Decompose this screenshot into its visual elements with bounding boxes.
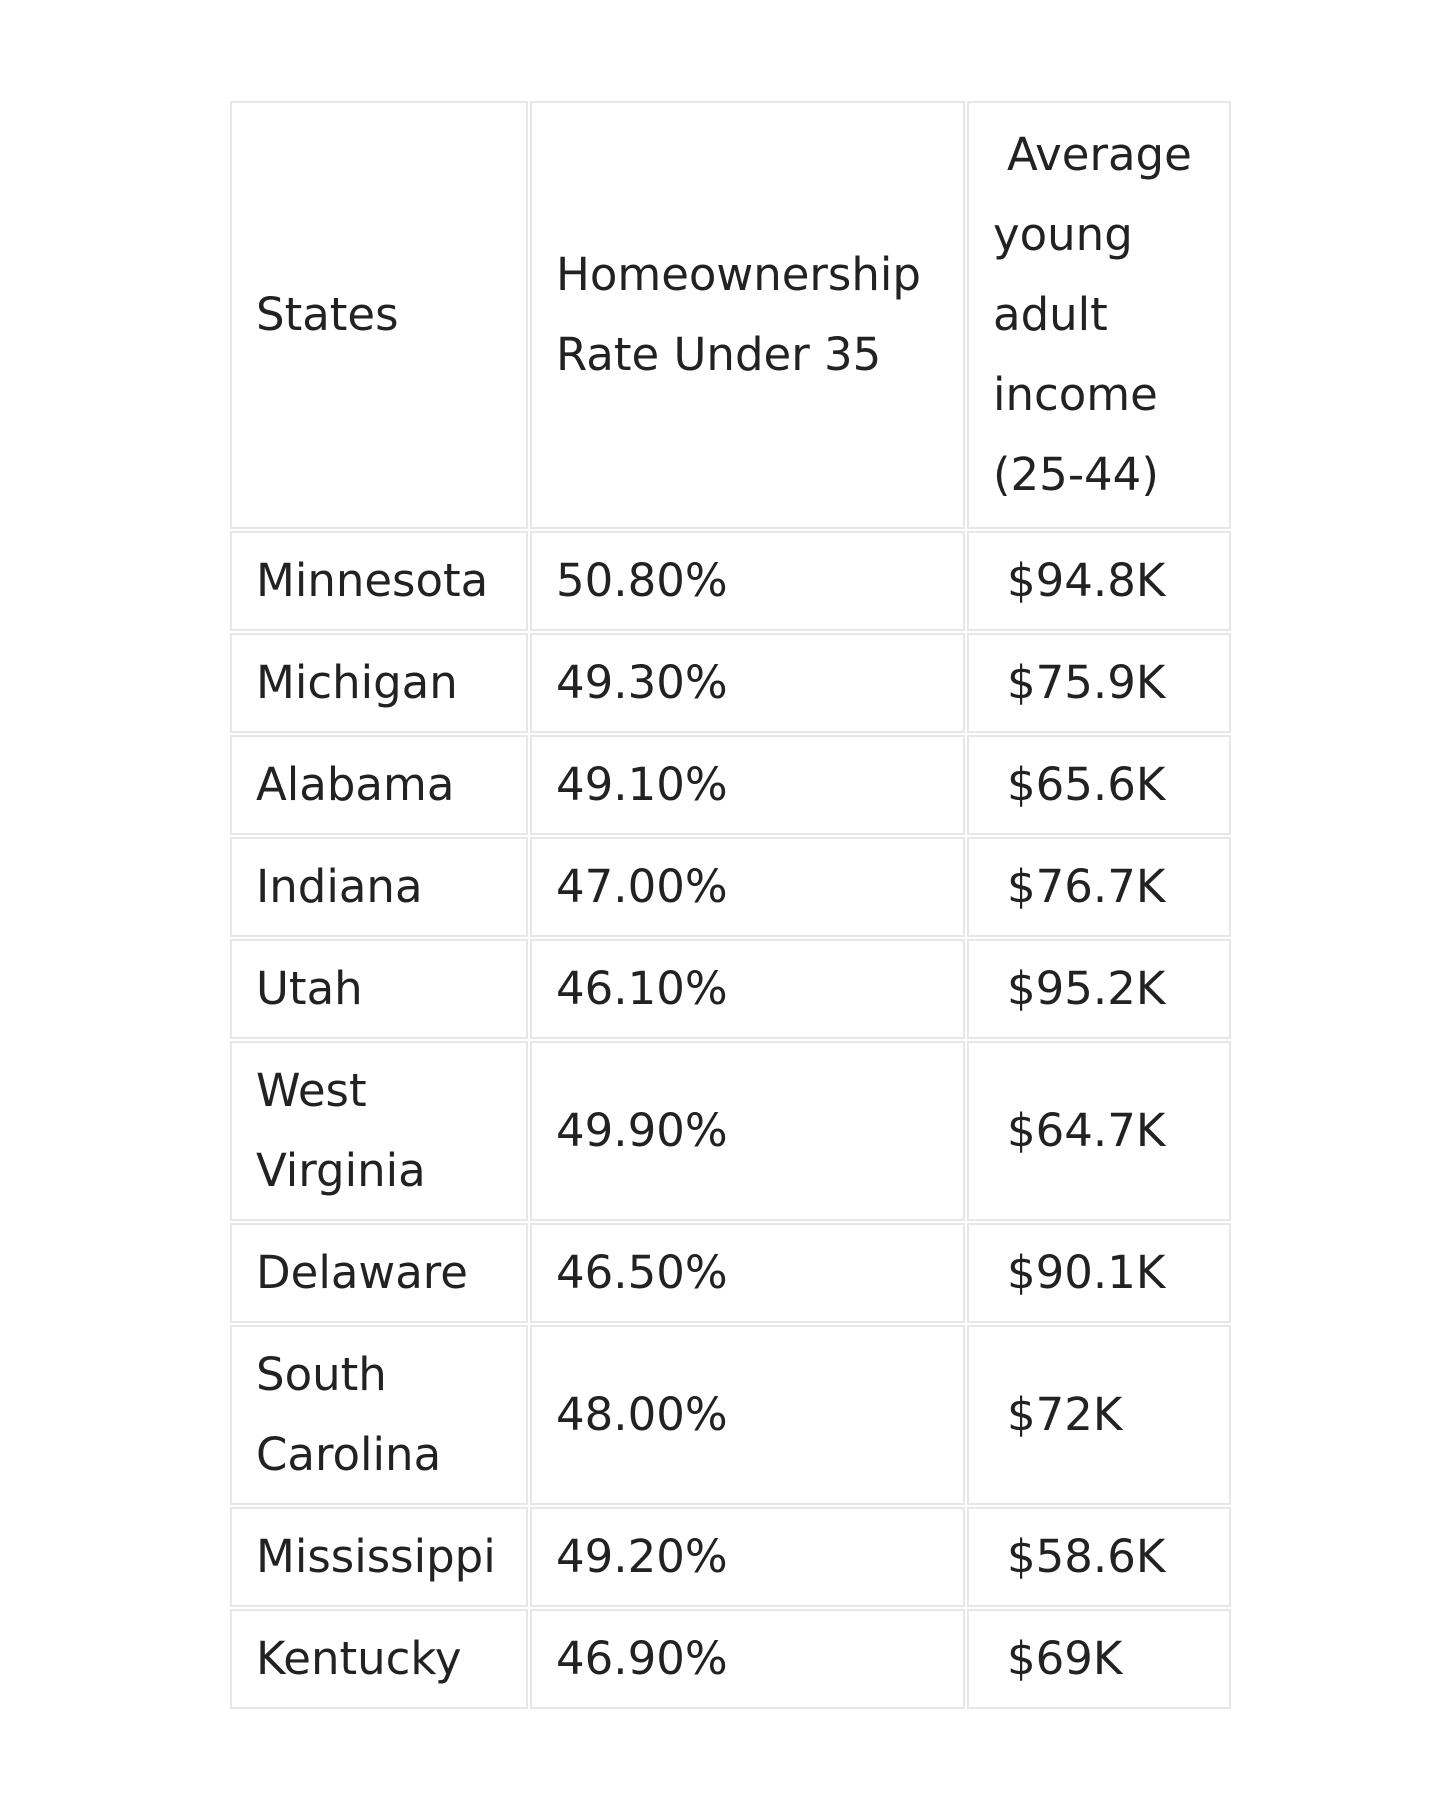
table-row: Alabama 49.10% $65.6K xyxy=(230,735,1231,835)
cell-income: $95.2K xyxy=(967,939,1231,1039)
cell-income: $58.6K xyxy=(967,1507,1231,1607)
states-homeownership-table-container: States Homeownership Rate Under 35 Avera… xyxy=(228,99,1233,1711)
cell-income: $75.9K xyxy=(967,633,1231,733)
cell-rate: 46.10% xyxy=(530,939,965,1039)
table-row: Kentucky 46.90% $69K xyxy=(230,1609,1231,1709)
cell-rate: 46.90% xyxy=(530,1609,965,1709)
cell-state: Utah xyxy=(230,939,528,1039)
cell-income: $94.8K xyxy=(967,531,1231,631)
cell-income: $64.7K xyxy=(967,1041,1231,1221)
cell-state: Delaware xyxy=(230,1223,528,1323)
cell-rate: 50.80% xyxy=(530,531,965,631)
table-row: Delaware 46.50% $90.1K xyxy=(230,1223,1231,1323)
column-header-homeownership-rate: Homeownership Rate Under 35 xyxy=(530,101,965,529)
cell-rate: 46.50% xyxy=(530,1223,965,1323)
cell-rate: 49.90% xyxy=(530,1041,965,1221)
cell-state: Kentucky xyxy=(230,1609,528,1709)
table-row: Utah 46.10% $95.2K xyxy=(230,939,1231,1039)
cell-income: $69K xyxy=(967,1609,1231,1709)
table-header: States Homeownership Rate Under 35 Avera… xyxy=(230,101,1231,529)
cell-income: $65.6K xyxy=(967,735,1231,835)
cell-state: Mississippi xyxy=(230,1507,528,1607)
cell-state: Alabama xyxy=(230,735,528,835)
cell-rate: 49.30% xyxy=(530,633,965,733)
cell-state: Michigan xyxy=(230,633,528,733)
cell-income: $76.7K xyxy=(967,837,1231,937)
table-row: Michigan 49.30% $75.9K xyxy=(230,633,1231,733)
cell-income: $90.1K xyxy=(967,1223,1231,1323)
cell-rate: 49.20% xyxy=(530,1507,965,1607)
table-row: Minnesota 50.80% $94.8K xyxy=(230,531,1231,631)
table-row: Indiana 47.00% $76.7K xyxy=(230,837,1231,937)
cell-rate: 49.10% xyxy=(530,735,965,835)
table-body: Minnesota 50.80% $94.8K Michigan 49.30% $75.9… xyxy=(230,531,1231,1709)
cell-rate: 48.00% xyxy=(530,1325,965,1505)
cell-rate: 47.00% xyxy=(530,837,965,937)
column-header-states: States xyxy=(230,101,528,529)
states-homeownership-table: States Homeownership Rate Under 35 Avera… xyxy=(228,99,1233,1711)
cell-state: West Virginia xyxy=(230,1041,528,1221)
table-row: West Virginia 49.90% $64.7K xyxy=(230,1041,1231,1221)
column-header-average-income: Average young adult income (25-44) xyxy=(967,101,1231,529)
cell-state: Minnesota xyxy=(230,531,528,631)
table-row: South Carolina 48.00% $72K xyxy=(230,1325,1231,1505)
cell-state: Indiana xyxy=(230,837,528,937)
header-row: States Homeownership Rate Under 35 Avera… xyxy=(230,101,1231,529)
cell-state: South Carolina xyxy=(230,1325,528,1505)
cell-income: $72K xyxy=(967,1325,1231,1505)
table-row: Mississippi 49.20% $58.6K xyxy=(230,1507,1231,1607)
